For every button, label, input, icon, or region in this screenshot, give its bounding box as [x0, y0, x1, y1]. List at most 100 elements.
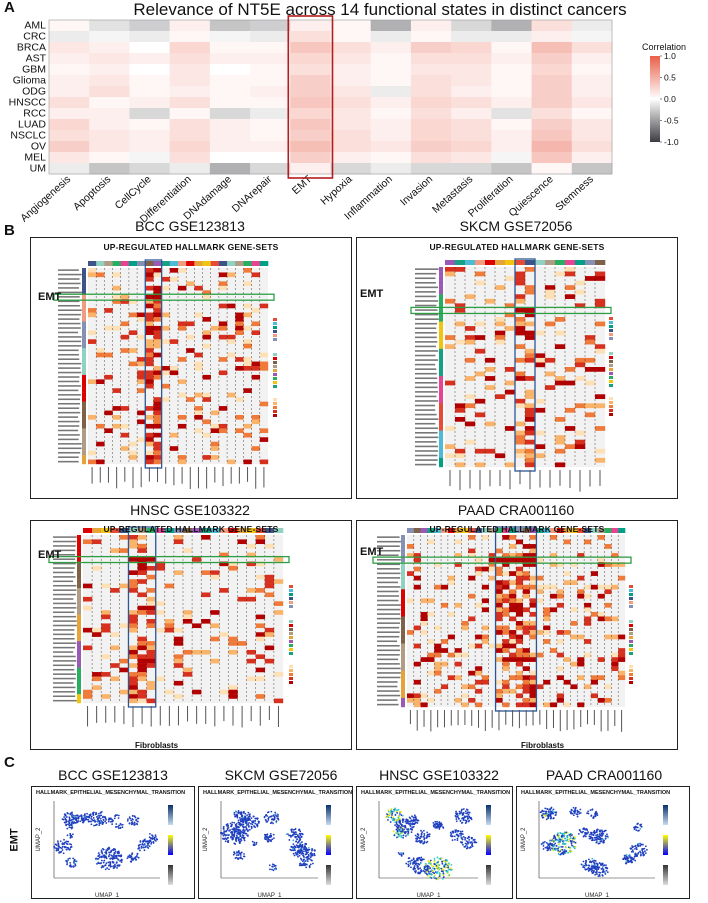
heatmap-cell — [451, 86, 492, 98]
heatmap-cell — [89, 20, 130, 32]
heatmap-cell — [330, 42, 372, 54]
heatmap-cell — [451, 31, 492, 43]
heatmap-cell — [250, 108, 291, 120]
heatmap-cell — [330, 86, 372, 98]
heatmap-cell — [330, 130, 372, 142]
heatmap-cell — [491, 64, 532, 76]
heatmap-cell — [410, 152, 452, 164]
subplot-title-bcc: BCC GSE123813 — [135, 218, 245, 234]
heatmap-cell — [250, 75, 291, 87]
heatmap-cell — [491, 42, 532, 54]
subplot-title-hnsc: HNSC GSE103322 — [130, 502, 250, 518]
heatmap-cell — [410, 108, 452, 120]
heatmap-cell — [330, 20, 372, 32]
hallmark-heading: UP-REGULATED HALLMARK GENE-SETS — [103, 242, 279, 252]
heatmap-cell — [290, 42, 331, 54]
heatmap-cell — [250, 86, 291, 98]
heatmap-cell — [49, 141, 90, 153]
heatmap-cell — [49, 31, 90, 43]
heatmap-cell — [129, 64, 171, 76]
heatmap-cell — [330, 64, 372, 76]
heatmap-cell — [169, 130, 211, 142]
row-label: MEL — [24, 152, 46, 164]
heatmap-cell — [531, 20, 573, 32]
heatmap-cell — [370, 152, 412, 164]
heatmap-cell — [250, 31, 291, 43]
heatmap-cell — [129, 20, 171, 32]
heatmap-cell — [129, 130, 171, 142]
heatmap-cell — [491, 152, 532, 164]
heatmap-cell — [531, 141, 573, 153]
heatmap-cell — [330, 53, 372, 65]
row-label: GBM — [22, 64, 46, 76]
heatmap-cell — [49, 75, 90, 87]
legend-tick-label: 0.0 — [664, 94, 676, 104]
heatmap-cell — [209, 31, 251, 43]
heatmap-cell — [531, 163, 573, 175]
heatmap-cell — [49, 53, 90, 65]
heatmap-cell — [169, 31, 211, 43]
heatmap-cell — [410, 31, 452, 43]
heatmap-cell — [129, 42, 171, 54]
heatmap-cell — [290, 97, 331, 109]
heatmap-cell — [209, 108, 251, 120]
heatmap-cell — [89, 75, 130, 87]
heatmap-cell — [451, 163, 492, 175]
row-label: Glioma — [13, 75, 46, 87]
legend-tick-label: 1.0 — [664, 51, 676, 61]
heatmap-cell — [571, 31, 613, 43]
y-axis-label: UMAP_2 — [203, 827, 209, 852]
heatmap-cell — [451, 42, 492, 54]
mini-heatmap — [48, 526, 293, 728]
umap-heading: HALLMARK_EPITHELIAL_MESENCHYMAL_TRANSITI… — [521, 790, 671, 796]
heatmap-cell — [531, 130, 573, 142]
heatmap-cell — [89, 163, 130, 175]
heatmap-frame — [48, 19, 613, 175]
subplot-title-skcm: SKCM GSE72056 — [459, 218, 573, 234]
heatmap-cell — [209, 42, 251, 54]
heatmap-cell — [209, 64, 251, 76]
heatmap-cell — [330, 119, 372, 131]
heatmap-cell — [410, 64, 452, 76]
heatmap-cell — [531, 108, 573, 120]
heatmap-cell — [410, 119, 452, 131]
heatmap-cell — [169, 108, 211, 120]
row-label: UM — [30, 163, 46, 175]
heatmap-cell — [410, 97, 452, 109]
heatmap-cell — [370, 64, 412, 76]
mini-heatmap — [410, 258, 613, 492]
heatmap-cell — [330, 163, 372, 175]
heatmap-cell — [451, 75, 492, 87]
heatmap-cell — [491, 97, 532, 109]
subplot-title-paad: PAAD CRA001160 — [457, 502, 575, 518]
heatmap-cell — [89, 31, 130, 43]
heatmap-cell — [209, 20, 251, 32]
heatmap-cell — [370, 20, 412, 32]
heatmap-cell — [250, 64, 291, 76]
heatmap-cell — [410, 86, 452, 98]
heatmap-cell — [209, 86, 251, 98]
heatmap-cell — [89, 152, 130, 164]
hallmark-heading: UP-REGULATED HALLMARK GENE-SETS — [103, 524, 279, 534]
hallmark-heatmap-bcc: UP-REGULATED HALLMARK GENE-SETS EMT — [30, 237, 352, 499]
heatmap-cell — [89, 97, 130, 109]
heatmap-cell — [571, 152, 613, 164]
correlation-heatmap: AMLCRCBRCAASTGBMGliomaODGHNSCCRCCLUADNSC… — [9, 15, 686, 225]
heatmap-cell — [290, 86, 331, 98]
heatmap-cell — [129, 86, 171, 98]
heatmap-cell — [49, 163, 90, 175]
heatmap-cell — [129, 119, 171, 131]
umap-title-paad: PAAD CRA001160 — [545, 767, 663, 783]
legend-title: Correlation — [642, 42, 686, 52]
heatmap-cell — [209, 163, 251, 175]
heatmap-cell — [89, 119, 130, 131]
heatmap-cell — [571, 163, 613, 175]
heatmap-cell — [531, 75, 573, 87]
heatmap-cell — [370, 31, 412, 43]
heatmap-cell — [290, 108, 331, 120]
y-axis-label: UMAP_2 — [36, 827, 42, 852]
heatmap-cell — [49, 64, 90, 76]
fibroblasts-label: Fibroblasts — [135, 741, 179, 750]
mini-heatmap — [372, 526, 633, 732]
heatmap-cell — [290, 75, 331, 87]
